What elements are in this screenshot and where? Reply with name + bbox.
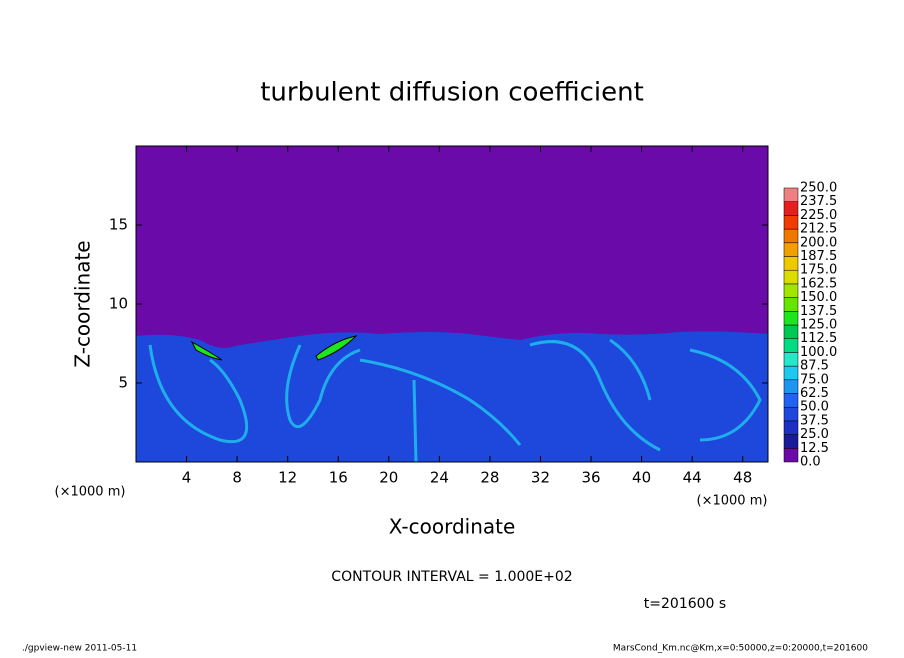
contour-interval: CONTOUR INTERVAL = 1.000E+02 <box>331 569 572 585</box>
colorbar-label: 175.0 <box>800 263 837 278</box>
field <box>136 146 768 462</box>
colorbar-label: 150.0 <box>800 290 837 305</box>
colorbar-label: 25.0 <box>800 427 829 442</box>
colorbar-swatch <box>783 352 799 367</box>
colorbar-swatch <box>783 187 799 202</box>
x-unit: (×1000 m) <box>697 494 768 509</box>
colorbar-swatch <box>783 256 799 271</box>
colorbar-label: 12.5 <box>800 441 829 456</box>
colorbar-label: 200.0 <box>800 235 837 250</box>
y-tick-label: 15 <box>109 216 128 234</box>
colorbar-swatch <box>783 228 799 244</box>
colorbar-swatch <box>783 434 799 449</box>
colorbar-label: 187.5 <box>800 249 837 264</box>
field-streaks <box>148 338 762 462</box>
time-label: t=201600 s <box>644 596 726 612</box>
x-tick-label: 28 <box>480 469 499 487</box>
colorbar-swatch <box>783 311 799 326</box>
colorbar-swatch <box>783 269 799 285</box>
colorbar-label: 162.5 <box>800 276 837 291</box>
x-tick-label: 32 <box>531 469 550 487</box>
colorbar-label: 125.0 <box>800 318 837 333</box>
x-tick-label: 4 <box>182 469 192 487</box>
colorbar-label: 75.0 <box>800 372 829 387</box>
colorbar-label: 212.5 <box>800 222 837 237</box>
y-tick-label: 5 <box>118 374 128 392</box>
x-tick-label: 24 <box>430 469 449 487</box>
colorbar-swatch <box>783 297 799 312</box>
colorbar-swatch <box>783 324 799 339</box>
x-tick-label: 12 <box>278 469 297 487</box>
colorbar-swatch <box>783 420 799 435</box>
footer-right: MarsCond_Km.nc@Km,x=0:50000,z=0:20000,t=… <box>613 644 868 654</box>
x-axis-label: X-coordinate <box>389 515 516 539</box>
x-tick-label: 16 <box>329 469 348 487</box>
y-unit: (×1000 m) <box>55 485 126 500</box>
colorbar-swatch <box>783 283 799 298</box>
colorbar-label: 50.0 <box>800 400 829 415</box>
colorbar-swatch <box>783 242 799 257</box>
x-tick-label: 20 <box>379 469 398 487</box>
colorbar-label: 100.0 <box>800 345 837 360</box>
colorbar-swatch <box>783 201 799 216</box>
y-tick-label: 10 <box>109 295 128 313</box>
x-tick-label: 40 <box>632 469 651 487</box>
colorbar-swatch <box>783 365 799 381</box>
colorbar-swatch <box>783 393 799 408</box>
colorbar-label: 250.0 <box>800 181 837 196</box>
colorbar-label: 37.5 <box>800 413 829 428</box>
colorbar-swatch <box>783 215 799 230</box>
colorbar-label: 0.0 <box>800 455 821 470</box>
x-tick-label: 36 <box>581 469 600 487</box>
colorbar-label: 87.5 <box>800 359 829 374</box>
colorbar-swatch <box>783 406 799 422</box>
colorbar-swatch <box>783 338 799 353</box>
colorbar-label: 237.5 <box>800 194 837 209</box>
footer-left: ./gpview-new 2011-05-11 <box>22 644 137 654</box>
colorbar-label: 112.5 <box>800 331 837 346</box>
chart-title: turbulent diffusion coefficient <box>260 78 644 108</box>
x-tick-label: 44 <box>683 469 702 487</box>
y-axis-label: Z-coordinate <box>71 240 95 367</box>
colorbar-label: 225.0 <box>800 208 837 223</box>
colorbar-label: 137.5 <box>800 304 837 319</box>
colorbar-swatch <box>783 448 799 463</box>
colorbar-label: 62.5 <box>800 386 829 401</box>
colorbar-swatch <box>783 379 799 394</box>
x-tick-label: 8 <box>232 469 242 487</box>
x-tick-label: 48 <box>733 469 752 487</box>
field-patches <box>190 335 358 361</box>
